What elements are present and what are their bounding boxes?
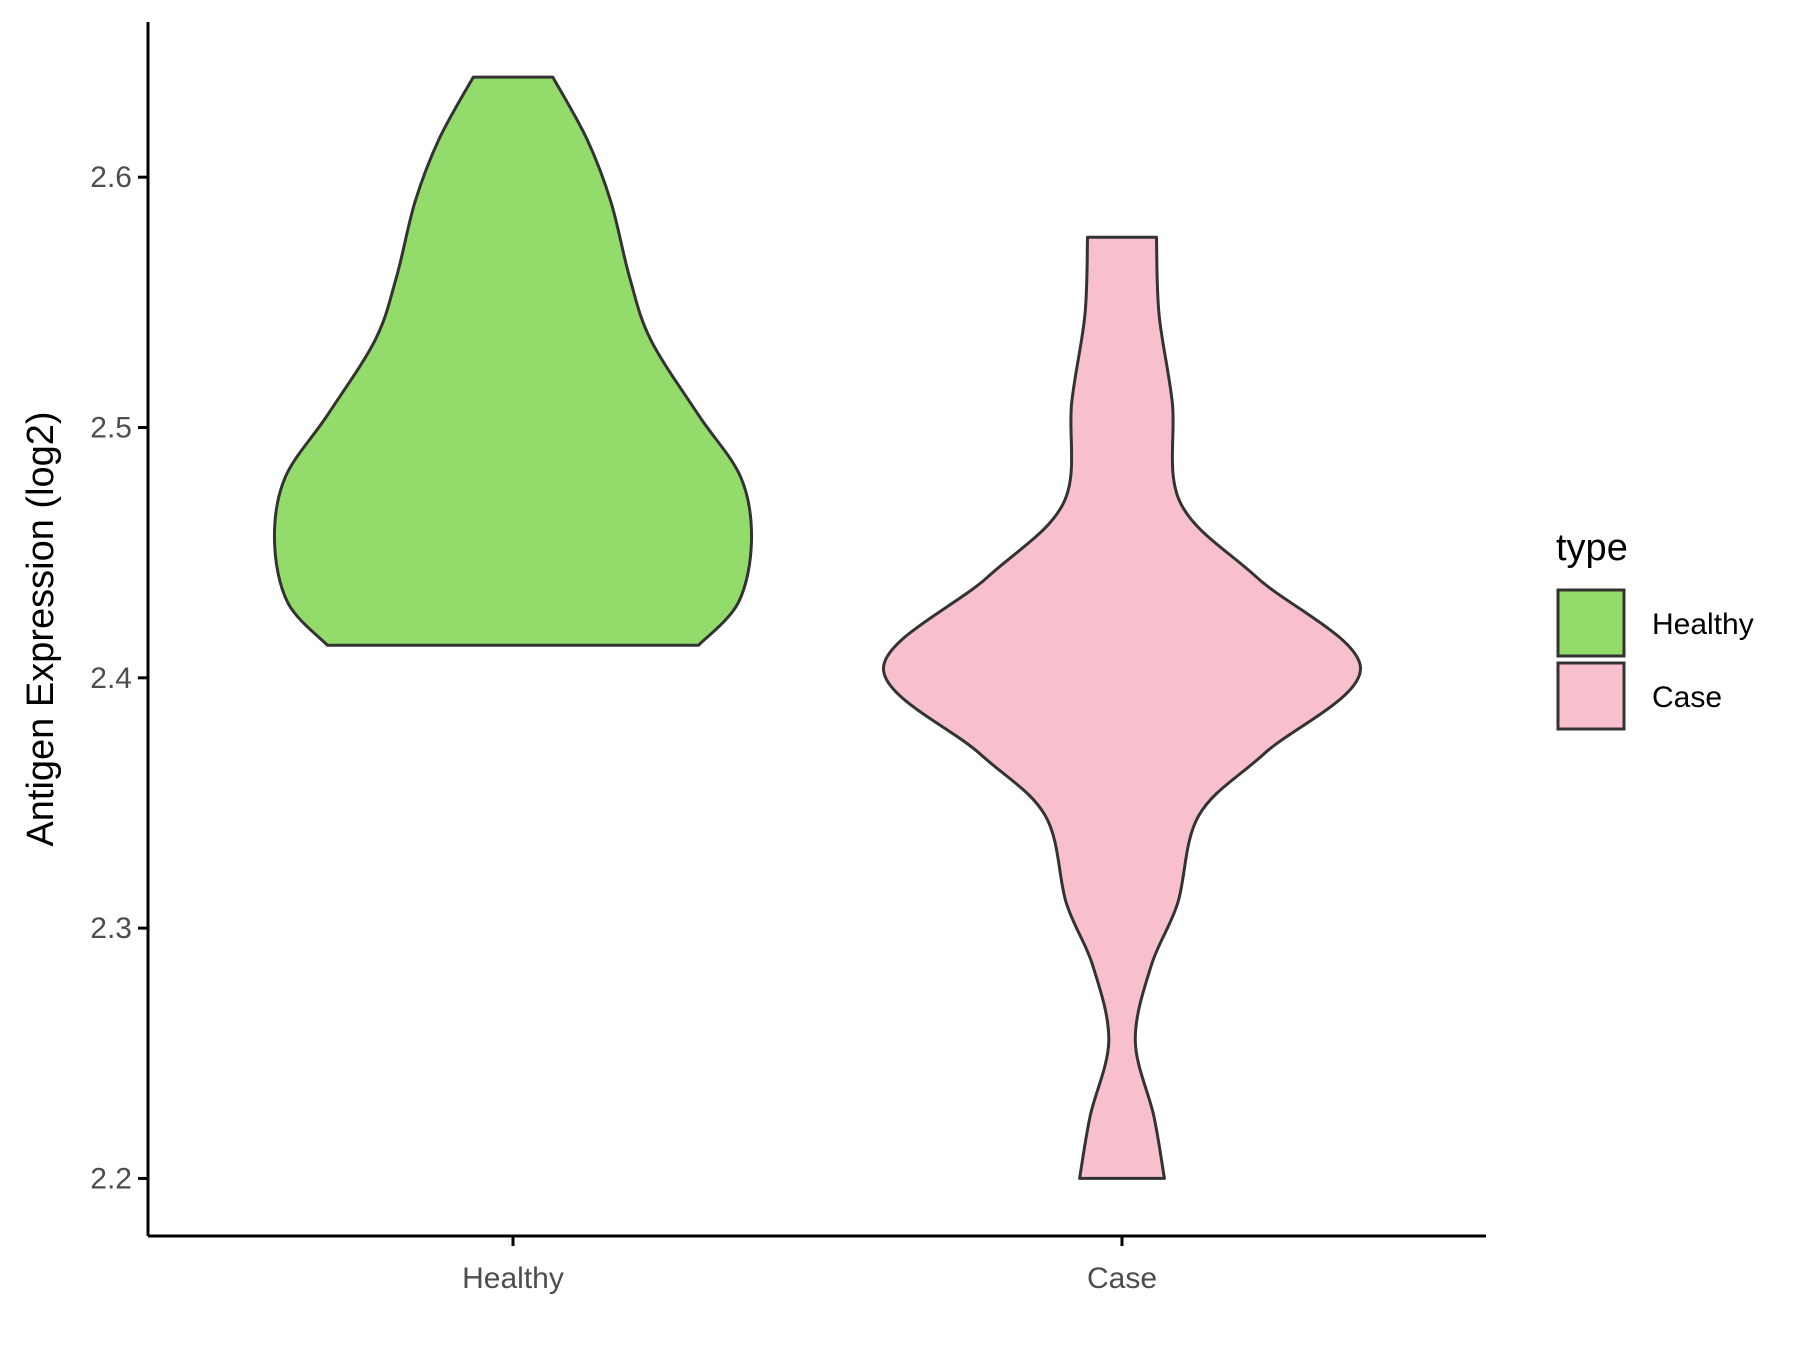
legend-swatch-healthy bbox=[1556, 588, 1626, 658]
y-tick-label: 2.6 bbox=[90, 161, 132, 194]
violins-layer bbox=[272, 75, 1363, 1180]
legend-swatch-case bbox=[1556, 661, 1626, 731]
x-tick-label: Case bbox=[1087, 1262, 1157, 1295]
violin-healthy bbox=[272, 75, 754, 647]
legend-title: type bbox=[1556, 527, 1628, 569]
y-tick-label: 2.3 bbox=[90, 912, 132, 945]
axes-layer bbox=[146, 22, 1486, 1238]
y-tick-label: 2.4 bbox=[90, 662, 132, 695]
legend-label-case: Case bbox=[1652, 681, 1722, 714]
y-axis-label: Antigen Expression (log2) bbox=[20, 411, 62, 846]
x-tick-label: Healthy bbox=[462, 1262, 564, 1295]
y-tick-label: 2.5 bbox=[90, 412, 132, 445]
y-ticks: 2.2 2.3 2.4 2.5 2.6 bbox=[90, 161, 148, 1195]
legend: type Healthy Case bbox=[1556, 527, 1754, 731]
legend-items: Healthy Case bbox=[1556, 588, 1754, 731]
x-ticks: Healthy Case bbox=[462, 1236, 1157, 1295]
violin-case bbox=[881, 235, 1363, 1180]
y-tick-label: 2.2 bbox=[90, 1162, 132, 1195]
legend-label-healthy: Healthy bbox=[1652, 608, 1754, 641]
